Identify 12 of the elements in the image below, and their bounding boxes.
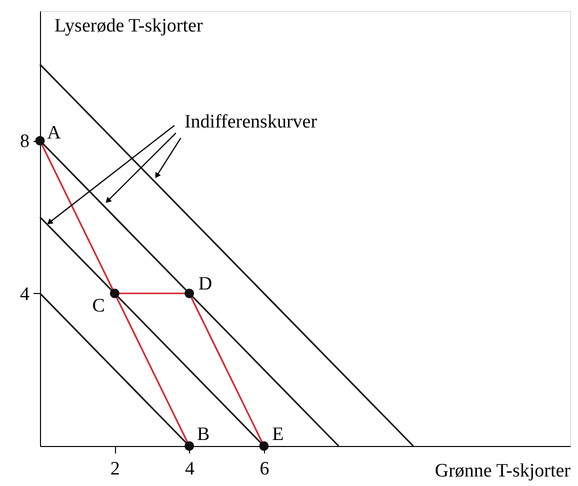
y-tick-label: 8 [20,131,30,152]
y-axis-title: Lyserøde T-skjorter [54,16,204,36]
data-label: C [92,295,105,316]
x-tick-label: 6 [260,458,270,480]
x-tick-label: 4 [185,458,196,480]
x-axis-title: Grønne T-skjorter [434,460,572,482]
data-label: A [47,122,62,144]
annotation: Indifferenskurver [184,112,318,133]
data-label: E [272,424,284,445]
data-label: B [196,424,210,445]
data-label: D [198,273,212,294]
x-tick-label: 2 [110,458,120,480]
